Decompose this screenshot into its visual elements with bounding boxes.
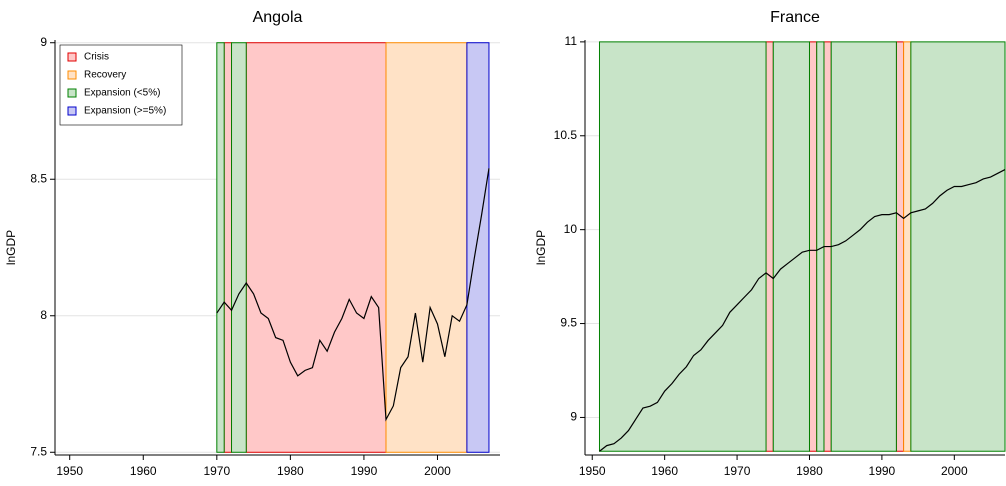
legend-swatch bbox=[67, 52, 77, 62]
x-tick-label: 2000 bbox=[424, 464, 451, 478]
regime-band bbox=[830, 41, 897, 452]
regime-band bbox=[903, 41, 912, 452]
shading bbox=[216, 42, 490, 453]
regime-band bbox=[245, 42, 387, 453]
x-tick-label: 2000 bbox=[941, 464, 968, 478]
y-tick-label: 9 bbox=[40, 35, 47, 49]
legend-swatch bbox=[67, 106, 77, 116]
chart-title: Angola bbox=[253, 9, 303, 26]
x-tick-label: 1970 bbox=[724, 464, 751, 478]
regime-band bbox=[808, 41, 818, 452]
y-tick-label: 9 bbox=[570, 410, 577, 424]
y-axis-label: lnGDP bbox=[4, 230, 18, 265]
shading bbox=[598, 41, 1006, 452]
regime-band bbox=[223, 42, 233, 453]
y-tick-label: 10.5 bbox=[554, 128, 578, 142]
x-tick-label: 1960 bbox=[130, 464, 157, 478]
legend-swatch bbox=[67, 70, 77, 80]
y-tick-label: 8 bbox=[40, 308, 47, 322]
regime-band bbox=[216, 42, 225, 453]
y-tick-label: 10 bbox=[564, 222, 578, 236]
regime-band bbox=[466, 42, 490, 453]
legend-label: Expansion (>=5%) bbox=[84, 106, 166, 117]
legend-label: Recovery bbox=[84, 70, 126, 81]
y-tick-label: 11 bbox=[565, 34, 578, 48]
x-tick-label: 1960 bbox=[651, 464, 678, 478]
x-tick-label: 1980 bbox=[277, 464, 304, 478]
x-tick-label: 1990 bbox=[869, 464, 896, 478]
regime-band bbox=[772, 41, 810, 452]
legend-label: Expansion (<5%) bbox=[84, 88, 160, 99]
y-axis-label: lnGDP bbox=[534, 230, 548, 265]
x-tick-label: 1990 bbox=[351, 464, 378, 478]
y-tick-label: 8.5 bbox=[30, 171, 47, 185]
regime-band bbox=[765, 41, 774, 452]
x-tick-label: 1980 bbox=[796, 464, 823, 478]
x-tick-label: 1950 bbox=[56, 464, 83, 478]
regime-band bbox=[910, 41, 1006, 452]
legend-swatch bbox=[67, 88, 77, 98]
data-line bbox=[216, 168, 490, 422]
data-line bbox=[599, 169, 1006, 452]
x-tick-label: 1950 bbox=[579, 464, 606, 478]
y-tick-label: 9.5 bbox=[560, 316, 577, 330]
regime-band bbox=[598, 41, 767, 452]
legend-box bbox=[59, 44, 183, 126]
regime-band bbox=[231, 42, 247, 453]
legend-label: Crisis bbox=[84, 52, 109, 63]
x-tick-label: 1970 bbox=[203, 464, 230, 478]
regime-band bbox=[385, 42, 468, 453]
chart-title: France bbox=[770, 9, 820, 26]
regime-band bbox=[895, 41, 905, 452]
y-tick-label: 7.5 bbox=[30, 444, 47, 458]
